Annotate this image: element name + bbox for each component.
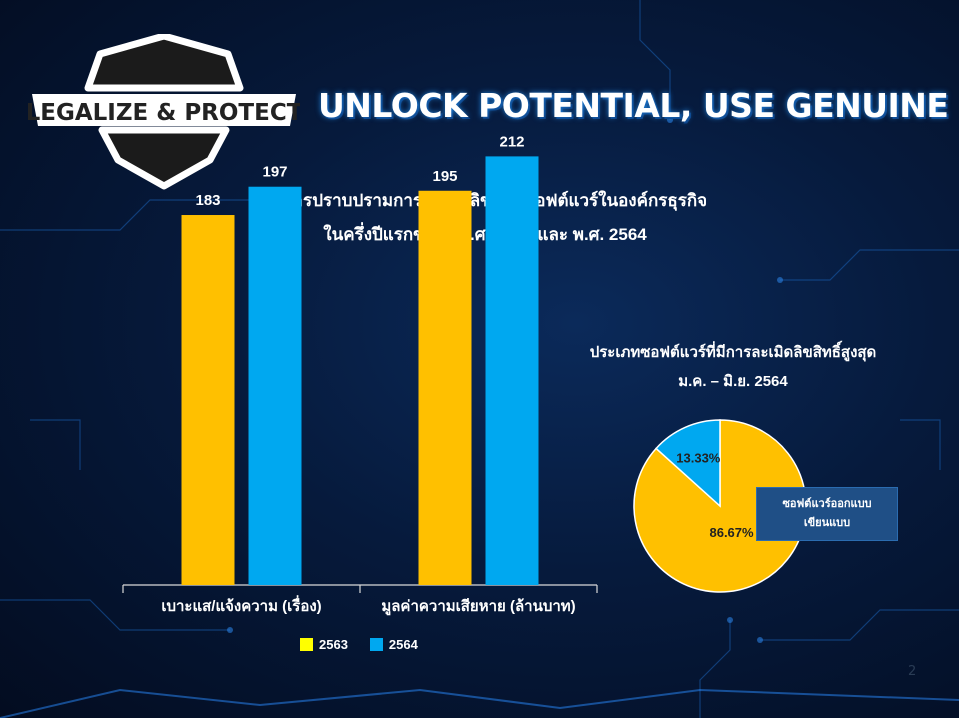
pie-callout: ซอฟต์แวร์ออกแบบ เขียนแบบ <box>756 487 898 541</box>
page-number: 2 <box>908 664 917 679</box>
bar-chart-title: ผลการปราบปรามการละเมิดลิขสิทธิ์ซอฟต์แวร์… <box>262 191 708 210</box>
legend-item-2564: 2564 <box>369 637 418 652</box>
pie-chart-subtitle: ม.ค. – มิ.ย. 2564 <box>678 373 788 390</box>
bar-2564-1 <box>485 156 539 586</box>
bar-value-label: 197 <box>262 164 287 181</box>
pie-slice-label: 13.33% <box>676 450 721 465</box>
pie-slice-1 <box>655 419 721 508</box>
pie-chart-title: ประเภทซอฟต์แวร์ที่มีการละเมิดลิขสิทธิ์สู… <box>589 344 877 361</box>
bar-chart-legend: 2563 2564 <box>300 637 418 652</box>
bar-value-label: 212 <box>499 133 524 150</box>
bar-2563-0 <box>181 215 235 586</box>
legend-swatch-2563 <box>300 638 313 651</box>
logo-text: LEGALIZE & PROTECT <box>28 100 300 126</box>
pie-callout-line-2: เขียนแบบ <box>803 517 851 529</box>
bar-2563-1 <box>418 190 472 585</box>
bar-2564-0 <box>248 186 302 585</box>
legalize-protect-logo: LEGALIZE & PROTECT <box>28 34 300 190</box>
bar-value-label: 183 <box>195 192 220 209</box>
bar-chart-subtitle: ในครึ่งปีแรกของปี พ.ศ. 2563 และ พ.ศ. 256… <box>323 225 647 244</box>
legend-label-2564: 2564 <box>388 637 418 652</box>
pie-slice-label: 86.67% <box>709 525 754 540</box>
legend-label-2563: 2563 <box>319 637 348 652</box>
bar-value-label: 195 <box>432 168 457 185</box>
x-tick-label: มูลค่าความเสียหาย (ล้านบาท) <box>381 598 575 616</box>
pie-callout-line-1: ซอฟต์แวร์ออกแบบ <box>782 498 872 510</box>
legend-item-2563: 2563 <box>300 637 348 652</box>
legend-swatch-2564 <box>369 638 383 651</box>
x-tick-label: เบาะแส/แจ้งความ (เรื่อง) <box>161 595 321 615</box>
headline: UNLOCK POTENTIAL, USE GENUINE <box>318 86 949 125</box>
